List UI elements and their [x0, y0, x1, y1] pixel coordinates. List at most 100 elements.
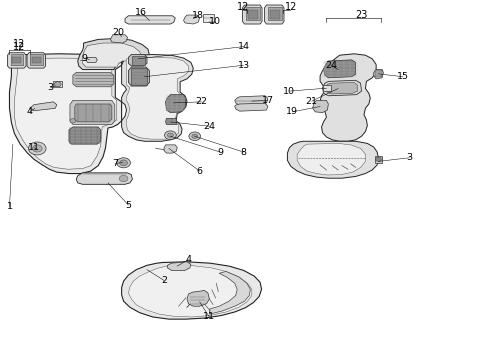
Polygon shape — [183, 15, 199, 24]
Bar — [32, 57, 41, 63]
Text: 12: 12 — [237, 2, 249, 12]
Text: 16: 16 — [135, 8, 147, 17]
Text: 1: 1 — [6, 202, 13, 211]
Bar — [131, 68, 147, 85]
Polygon shape — [128, 265, 251, 317]
Text: 4: 4 — [185, 255, 191, 264]
Polygon shape — [323, 60, 355, 78]
Polygon shape — [73, 72, 114, 87]
Polygon shape — [75, 104, 112, 122]
Text: 10: 10 — [283, 86, 295, 95]
Text: 12: 12 — [13, 42, 25, 52]
Circle shape — [188, 132, 200, 140]
Text: 20: 20 — [112, 28, 124, 37]
Polygon shape — [30, 102, 57, 111]
Bar — [322, 85, 330, 91]
Text: 15: 15 — [396, 72, 408, 81]
Text: 24: 24 — [203, 122, 215, 131]
Text: 7: 7 — [112, 159, 118, 168]
Text: 9: 9 — [217, 148, 223, 157]
Text: 22: 22 — [195, 97, 207, 106]
Polygon shape — [297, 143, 365, 175]
Polygon shape — [126, 57, 188, 139]
Text: 2: 2 — [161, 276, 167, 285]
Text: 8: 8 — [240, 148, 246, 157]
Circle shape — [117, 158, 130, 168]
Text: 9: 9 — [81, 54, 87, 63]
Circle shape — [120, 160, 127, 166]
Circle shape — [167, 133, 173, 137]
Bar — [374, 156, 381, 163]
Bar — [53, 81, 62, 87]
Bar — [374, 70, 381, 77]
Polygon shape — [163, 145, 177, 153]
Polygon shape — [209, 271, 250, 314]
Polygon shape — [69, 127, 101, 144]
Polygon shape — [322, 80, 361, 96]
Bar — [245, 7, 259, 21]
Polygon shape — [78, 39, 149, 69]
Text: 6: 6 — [196, 167, 202, 176]
Bar — [269, 10, 279, 19]
Polygon shape — [122, 54, 193, 141]
Text: 4: 4 — [27, 107, 33, 116]
Text: 19: 19 — [285, 107, 298, 116]
Polygon shape — [186, 291, 209, 306]
Circle shape — [375, 157, 381, 161]
Polygon shape — [27, 53, 45, 68]
Circle shape — [164, 131, 176, 139]
Polygon shape — [9, 54, 122, 174]
Polygon shape — [312, 100, 328, 113]
Polygon shape — [70, 100, 115, 125]
Text: 5: 5 — [125, 201, 131, 210]
Text: 11: 11 — [203, 312, 215, 321]
Polygon shape — [7, 53, 26, 68]
Polygon shape — [128, 54, 147, 66]
Text: 23: 23 — [355, 10, 367, 20]
Polygon shape — [165, 95, 185, 113]
Circle shape — [32, 145, 42, 152]
Polygon shape — [242, 5, 262, 24]
Polygon shape — [128, 67, 149, 86]
Bar — [247, 10, 257, 19]
Polygon shape — [373, 69, 383, 79]
Polygon shape — [234, 96, 267, 105]
Polygon shape — [125, 16, 175, 24]
Polygon shape — [86, 57, 97, 62]
Text: 10: 10 — [209, 17, 221, 26]
Polygon shape — [76, 173, 132, 184]
Polygon shape — [82, 43, 141, 67]
Polygon shape — [167, 262, 190, 270]
Polygon shape — [122, 262, 261, 319]
Text: 17: 17 — [262, 96, 273, 105]
Polygon shape — [234, 103, 267, 111]
Text: 3: 3 — [47, 83, 53, 92]
Text: 11: 11 — [28, 143, 40, 152]
Bar — [267, 7, 281, 21]
Polygon shape — [325, 82, 357, 94]
Polygon shape — [110, 35, 127, 43]
Text: 21: 21 — [305, 96, 317, 105]
Text: 24: 24 — [325, 61, 337, 70]
Text: 18: 18 — [192, 11, 204, 20]
Polygon shape — [264, 5, 284, 24]
Bar — [203, 14, 213, 22]
Bar — [12, 57, 21, 63]
Circle shape — [119, 175, 128, 182]
Circle shape — [54, 82, 61, 87]
Bar — [11, 54, 23, 64]
Polygon shape — [320, 54, 375, 141]
Circle shape — [191, 134, 197, 138]
Circle shape — [70, 119, 76, 123]
Polygon shape — [165, 118, 177, 125]
Polygon shape — [14, 58, 117, 169]
Text: 13: 13 — [237, 61, 249, 70]
Bar — [132, 56, 145, 64]
Text: 12: 12 — [13, 39, 25, 49]
Circle shape — [28, 142, 46, 155]
Text: 12: 12 — [284, 2, 296, 12]
Text: 3: 3 — [406, 153, 411, 162]
Polygon shape — [287, 141, 378, 178]
Text: 14: 14 — [237, 42, 249, 51]
Bar — [30, 54, 42, 64]
